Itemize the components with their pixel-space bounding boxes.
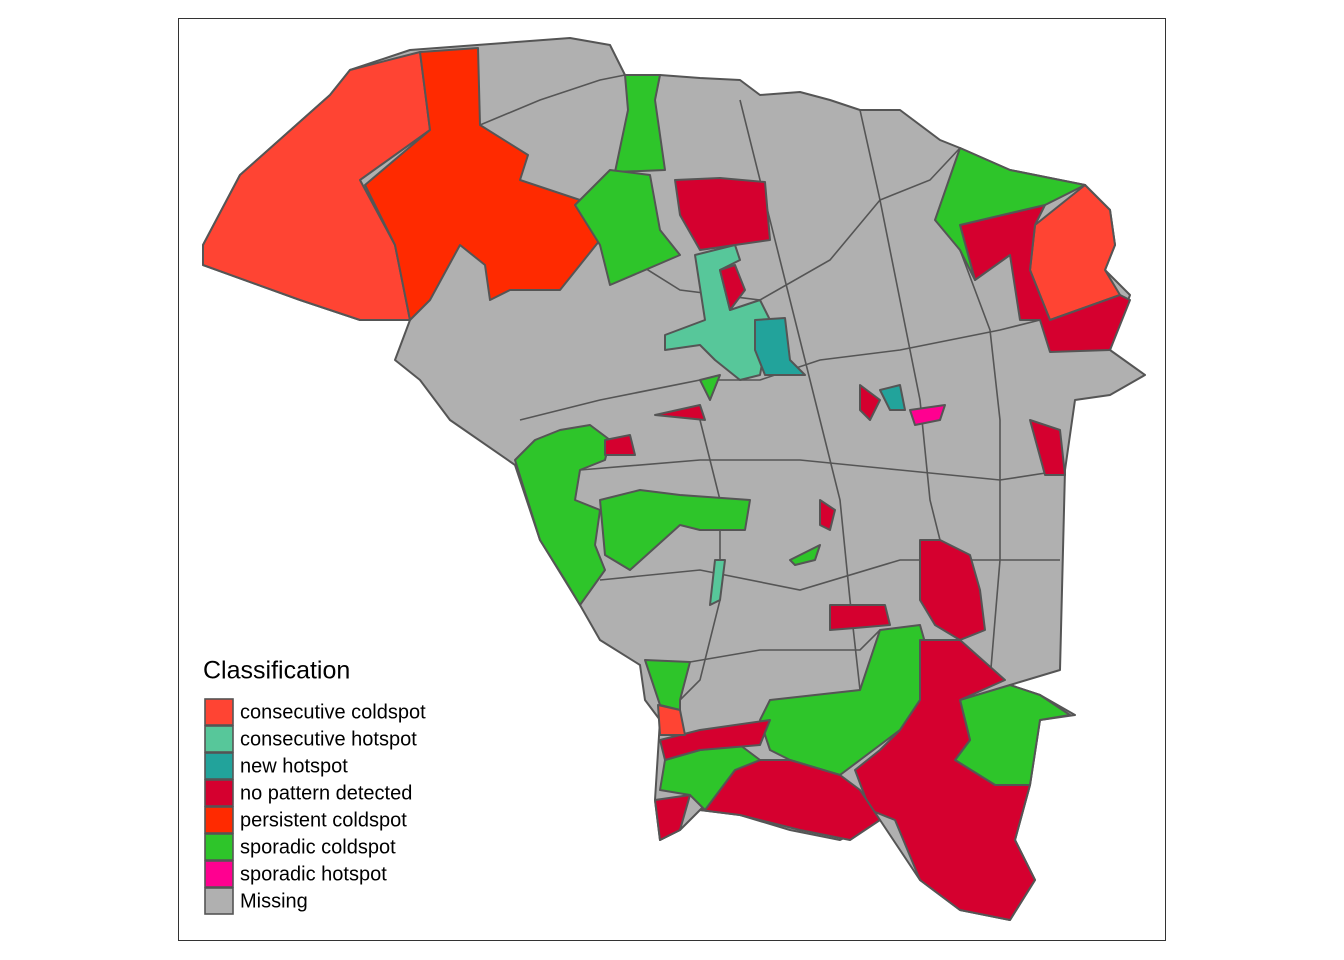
region <box>719 264 746 311</box>
legend-swatch <box>204 806 234 834</box>
region <box>854 639 1036 921</box>
region-border <box>689 629 881 663</box>
legend-label: new hotspot <box>240 755 348 777</box>
region <box>859 384 881 421</box>
legend-swatch <box>204 698 234 726</box>
legend-swatch <box>204 752 234 780</box>
legend-swatch <box>204 725 234 753</box>
legend-label: Missing <box>240 890 308 912</box>
legend-label: consecutive hotspot <box>240 728 417 750</box>
region <box>364 47 601 321</box>
legend-swatch <box>204 833 234 861</box>
region <box>879 384 906 411</box>
region <box>699 374 721 401</box>
legend-label: no pattern detected <box>240 782 412 804</box>
region <box>919 539 986 641</box>
region <box>699 759 881 841</box>
region <box>657 704 686 736</box>
map-frame <box>178 18 1166 941</box>
region <box>202 51 431 321</box>
legend-swatch <box>204 860 234 888</box>
region <box>604 434 636 456</box>
legend-swatch <box>204 779 234 807</box>
region <box>959 204 1131 353</box>
legend-title: Classification <box>203 657 350 685</box>
legend: consecutive coldspot consecutive hotspot n… <box>204 698 426 915</box>
region-border <box>859 109 941 541</box>
region <box>709 559 726 606</box>
region <box>1029 419 1066 476</box>
region <box>654 404 706 421</box>
region-border <box>579 459 1066 481</box>
region-border <box>599 559 1060 591</box>
region-border <box>479 74 626 126</box>
region <box>789 544 821 566</box>
region <box>659 744 761 811</box>
regions <box>202 37 1146 921</box>
region <box>674 177 771 251</box>
region <box>909 404 946 426</box>
region <box>754 317 806 376</box>
region <box>819 499 836 531</box>
region <box>514 424 611 606</box>
region <box>934 147 1086 281</box>
region <box>599 489 751 571</box>
legend-label: sporadic hotspot <box>240 863 387 885</box>
region-border <box>959 249 1001 681</box>
region <box>829 604 891 631</box>
region <box>574 169 681 286</box>
region <box>614 74 666 173</box>
legend-label: consecutive coldspot <box>240 701 426 723</box>
region-border <box>599 147 961 301</box>
legend-label: sporadic coldspot <box>240 836 396 858</box>
region <box>644 659 691 711</box>
legend-swatch <box>204 887 234 915</box>
region <box>664 244 771 381</box>
region <box>659 719 771 761</box>
region <box>654 794 691 841</box>
legend-label: persistent coldspot <box>240 809 407 831</box>
